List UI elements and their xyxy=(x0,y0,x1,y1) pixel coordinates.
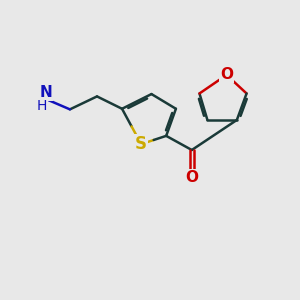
Text: S: S xyxy=(135,135,147,153)
Text: H: H xyxy=(37,99,47,113)
Text: O: O xyxy=(220,68,233,82)
Text: N: N xyxy=(40,85,52,100)
Text: O: O xyxy=(185,169,198,184)
